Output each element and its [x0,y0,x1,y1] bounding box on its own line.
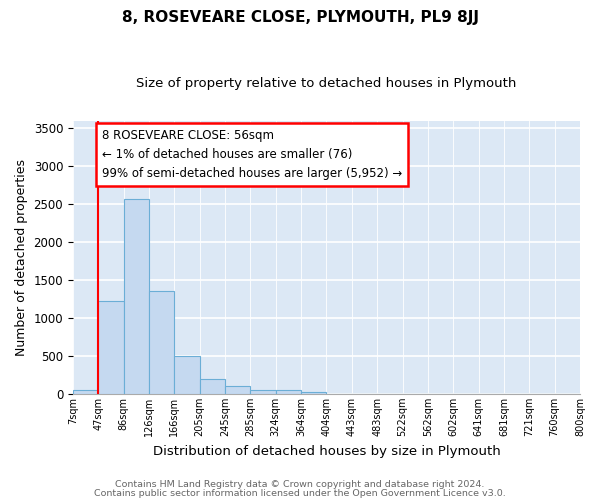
X-axis label: Distribution of detached houses by size in Plymouth: Distribution of detached houses by size … [152,444,500,458]
Bar [225,386,250,394]
Bar [276,390,301,394]
Bar [149,292,175,394]
Text: Contains HM Land Registry data © Crown copyright and database right 2024.: Contains HM Land Registry data © Crown c… [115,480,485,489]
Bar [124,199,149,394]
Bar [250,390,276,394]
Title: Size of property relative to detached houses in Plymouth: Size of property relative to detached ho… [136,78,517,90]
Bar [73,390,98,394]
Y-axis label: Number of detached properties: Number of detached properties [15,159,28,356]
Text: Contains public sector information licensed under the Open Government Licence v3: Contains public sector information licen… [94,489,506,498]
Text: 8 ROSEVEARE CLOSE: 56sqm
← 1% of detached houses are smaller (76)
99% of semi-de: 8 ROSEVEARE CLOSE: 56sqm ← 1% of detache… [102,129,403,180]
Bar [200,380,225,394]
Text: 8, ROSEVEARE CLOSE, PLYMOUTH, PL9 8JJ: 8, ROSEVEARE CLOSE, PLYMOUTH, PL9 8JJ [121,10,479,25]
Bar [301,392,326,394]
Bar [98,300,124,394]
Bar [175,356,200,394]
